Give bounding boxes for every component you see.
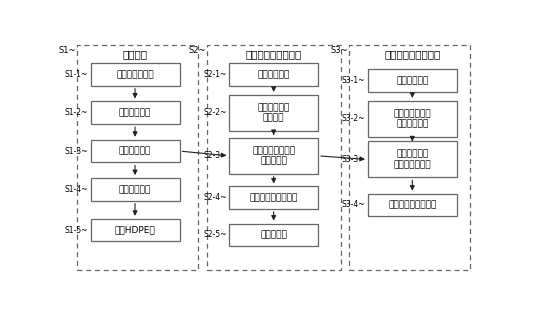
Text: S2-5~: S2-5~ — [203, 230, 227, 239]
Text: S3~: S3~ — [331, 46, 348, 55]
Text: S1-2~: S1-2~ — [65, 108, 88, 117]
Text: 设置彩色钢板: 设置彩色钢板 — [396, 76, 428, 85]
FancyBboxPatch shape — [91, 140, 179, 162]
Text: 设置HDPE板: 设置HDPE板 — [115, 225, 155, 234]
FancyBboxPatch shape — [229, 63, 318, 86]
Text: S2-2~: S2-2~ — [203, 108, 227, 117]
Text: 密封压型挡板二、三: 密封压型挡板二、三 — [388, 201, 436, 209]
FancyBboxPatch shape — [229, 95, 318, 131]
Text: 密封保温壁板与地坪: 密封保温壁板与地坪 — [384, 49, 441, 59]
FancyBboxPatch shape — [91, 63, 179, 86]
FancyBboxPatch shape — [229, 186, 318, 209]
Text: S1~: S1~ — [59, 46, 76, 55]
Text: S2-4~: S2-4~ — [203, 193, 227, 202]
Text: S2-3~: S2-3~ — [203, 151, 227, 160]
Text: 喷覆保温层: 喷覆保温层 — [260, 230, 287, 239]
FancyBboxPatch shape — [91, 178, 179, 201]
FancyBboxPatch shape — [91, 219, 179, 241]
FancyBboxPatch shape — [229, 138, 318, 174]
Text: S3-4~: S3-4~ — [342, 201, 365, 209]
Text: S3-1~: S3-1~ — [342, 76, 365, 85]
Text: S1-5~: S1-5~ — [65, 225, 88, 234]
Text: 放置保温壁板: 放置保温壁板 — [257, 70, 290, 79]
Text: 填充半透明胶
与软泡沫: 填充半透明胶 与软泡沫 — [257, 103, 290, 123]
FancyBboxPatch shape — [368, 142, 457, 177]
FancyBboxPatch shape — [368, 101, 457, 137]
Text: 安装基座: 安装基座 — [122, 49, 147, 59]
FancyBboxPatch shape — [91, 101, 179, 124]
Text: 设置通长槽钢: 设置通长槽钢 — [119, 108, 151, 117]
Text: 压型挡板一固定角钢: 压型挡板一固定角钢 — [249, 193, 298, 202]
Text: 设置防腐木垫块: 设置防腐木垫块 — [116, 70, 154, 79]
Text: S1-3~: S1-3~ — [65, 146, 88, 156]
Text: 连接保温壁板与基座: 连接保温壁板与基座 — [246, 49, 302, 59]
Text: S3-2~: S3-2~ — [342, 114, 365, 123]
Text: 设置通长角钢: 设置通长角钢 — [119, 185, 151, 194]
Text: 角钢固定保温壁板
与通长槽钢: 角钢固定保温壁板 与通长槽钢 — [252, 146, 295, 165]
FancyBboxPatch shape — [368, 69, 457, 92]
Text: 水平设置钢板: 水平设置钢板 — [119, 146, 151, 156]
Text: S2-1~: S2-1~ — [203, 70, 227, 79]
Text: 自攻螺栓固定
压型挡板二、三: 自攻螺栓固定 压型挡板二、三 — [394, 150, 431, 169]
Text: S1-4~: S1-4~ — [65, 185, 88, 194]
FancyBboxPatch shape — [368, 193, 457, 216]
Text: 压型挡板二、三
固定彩色钢板: 压型挡板二、三 固定彩色钢板 — [394, 109, 431, 128]
Text: S2~: S2~ — [189, 46, 206, 55]
Text: S3-3~: S3-3~ — [342, 155, 365, 164]
Text: S1-1~: S1-1~ — [65, 70, 88, 79]
FancyBboxPatch shape — [229, 224, 318, 246]
